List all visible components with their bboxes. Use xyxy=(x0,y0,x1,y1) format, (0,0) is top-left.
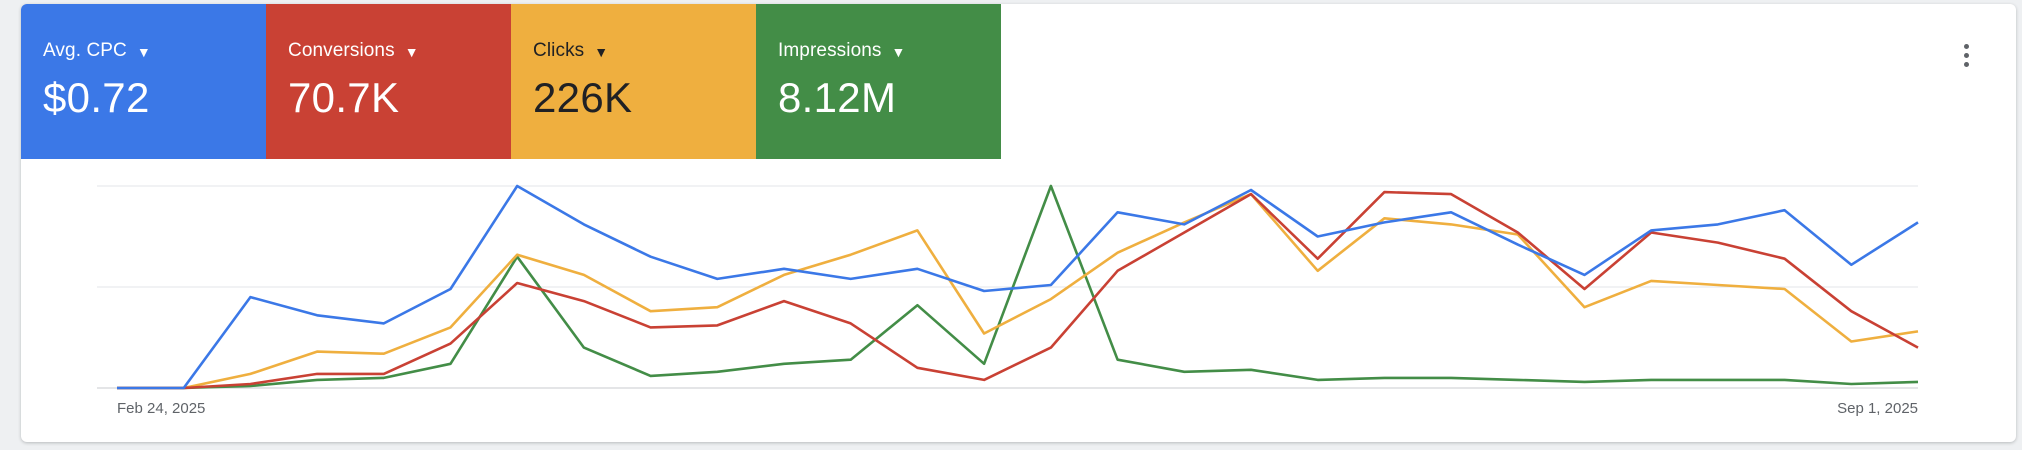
caret-down-icon[interactable]: ▼ xyxy=(891,44,906,60)
metric-label-clicks: Clicks xyxy=(533,40,585,61)
x-tick-label-start: Feb 24, 2025 xyxy=(117,400,205,417)
series-line-clicks xyxy=(117,192,1919,390)
series-line-avg-cpc xyxy=(117,184,1919,390)
metric-value-clicks: 226K xyxy=(533,74,633,121)
metric-label-impressions: Impressions xyxy=(778,40,882,61)
metric-tile-conversions[interactable]: Conversions ▼ 70.7K xyxy=(266,4,511,159)
metric-label-avg-cpc: Avg. CPC xyxy=(43,40,127,61)
caret-down-icon[interactable]: ▼ xyxy=(404,44,419,60)
caret-down-icon[interactable]: ▼ xyxy=(594,44,609,60)
metric-value-conversions: 70.7K xyxy=(288,74,400,121)
metric-value-impressions: 8.12M xyxy=(778,74,897,121)
metric-label-conversions: Conversions xyxy=(288,40,395,61)
more-vert-icon[interactable] xyxy=(1954,40,1978,70)
x-tick-label-end: Sep 1, 2025 xyxy=(1837,400,1918,417)
series-line-impressions xyxy=(117,184,1919,390)
metric-value-avg-cpc: $0.72 xyxy=(43,74,150,121)
line-chart: Feb 24, 2025 Sep 1, 2025 xyxy=(97,184,1919,417)
performance-card: Feb 24, 2025 Sep 1, 2025 Avg. CPC ▼ $0.72… xyxy=(21,4,2016,442)
metric-tile-impressions[interactable]: Impressions ▼ 8.12M xyxy=(756,4,1001,159)
metric-tile-clicks[interactable]: Clicks ▼ 226K xyxy=(511,4,756,159)
metric-tiles: Avg. CPC ▼ $0.72 Conversions ▼ 70.7K Cli… xyxy=(21,4,1001,159)
caret-down-icon[interactable]: ▼ xyxy=(136,44,151,60)
metric-tile-avg-cpc[interactable]: Avg. CPC ▼ $0.72 xyxy=(21,4,266,159)
series-line-conversions xyxy=(117,190,1919,390)
